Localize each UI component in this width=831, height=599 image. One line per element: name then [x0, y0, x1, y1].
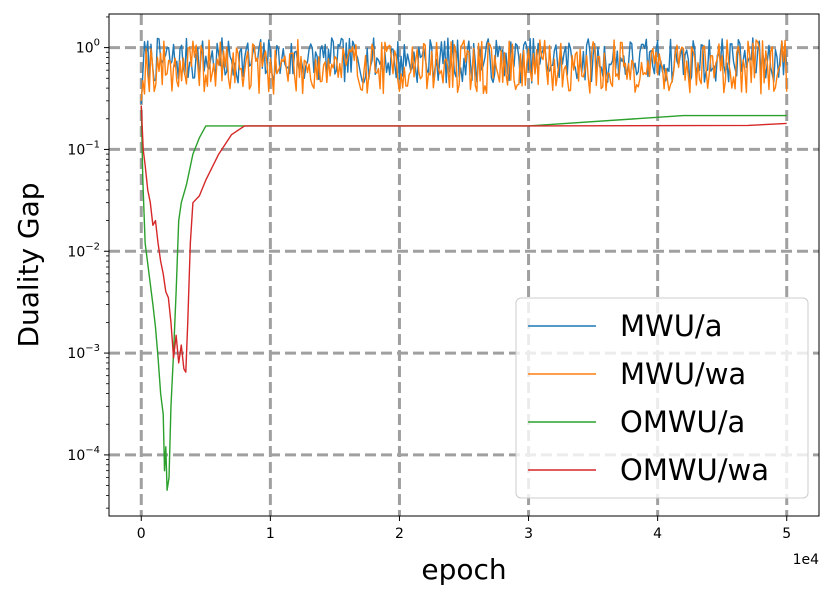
y-tick-label: 10−1 [67, 139, 100, 158]
y-tick-label: 10−2 [67, 241, 100, 260]
y-tick-base: 10 [67, 142, 85, 158]
x-tick-label: 2 [395, 526, 404, 542]
legend-label: OMWU/a [620, 405, 745, 439]
y-tick-base: 10 [67, 244, 85, 260]
y-tick-exponent: −2 [85, 241, 100, 252]
y-tick-exponent: −3 [85, 343, 100, 354]
series-line-omwu-a [140, 105, 787, 491]
legend-label: MWU/a [620, 309, 722, 343]
y-tick-base: 10 [76, 41, 94, 57]
x-tick-label: 4 [653, 526, 662, 542]
grid [109, 14, 819, 516]
series-line-omwu-wa [140, 105, 787, 373]
x-tick-label: 1 [266, 526, 275, 542]
series-lines [140, 37, 788, 491]
y-tick-base: 10 [67, 448, 85, 464]
y-tick-exponent: −1 [85, 139, 100, 150]
x-axis-ticks: 0 1 2 3 4 5 [137, 516, 791, 542]
legend-label: OMWU/wa [620, 453, 769, 487]
series-line-mwu-wa [140, 39, 788, 101]
legend: MWU/a MWU/wa OMWU/a OMWU/wa [515, 297, 809, 499]
x-axis-title: epoch [421, 553, 506, 586]
axes-frame [108, 13, 820, 517]
x-tick-label: 0 [137, 526, 146, 542]
y-tick-label: 10−4 [67, 445, 100, 464]
y-tick-exponent: 0 [94, 38, 100, 49]
x-tick-label: 5 [782, 526, 791, 542]
x-tick-label: 3 [524, 526, 533, 542]
y-axis-title: Duality Gap [12, 182, 45, 347]
y-tick-label: 100 [76, 38, 100, 57]
y-tick-label: 10−3 [67, 343, 100, 362]
legend-label: MWU/wa [620, 357, 746, 391]
y-tick-base: 10 [67, 346, 85, 362]
x-axis-offset-label: 1e4 [793, 552, 820, 568]
y-tick-exponent: −4 [85, 445, 100, 456]
legend-box [515, 297, 809, 499]
